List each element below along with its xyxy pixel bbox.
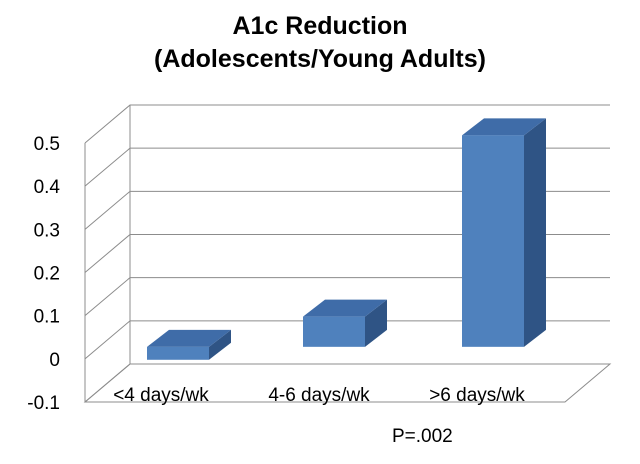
gridline: [84, 363, 610, 403]
y-tick-label: -0.1: [27, 393, 60, 414]
chart-title-line-2: (Adolescents/Young Adults): [154, 45, 486, 73]
y-axis-tick-labels: -0.1 0 0.1 0.2 0.3 0.4 0.5: [27, 134, 60, 414]
bar-1: [147, 329, 231, 360]
gridline: [84, 147, 610, 187]
gridline: [84, 190, 610, 230]
gridline: [84, 234, 610, 273]
gridline: [84, 104, 610, 144]
y-tick-label: 0.2: [34, 264, 60, 285]
y-tick-label: 0.4: [34, 177, 61, 198]
category-label: 4-6 days/wk: [268, 385, 370, 406]
chart-title: A1c Reduction (Adolescents/Young Adults): [0, 10, 640, 76]
category-label: <4 days/wk: [113, 385, 209, 406]
y-tick-label: 0.5: [34, 134, 60, 155]
bars: [147, 118, 546, 360]
y-tick-label: 0.3: [34, 220, 60, 241]
gridline: [84, 320, 610, 360]
category-labels: <4 days/wk 4-6 days/wk >6 days/wk: [113, 385, 525, 406]
bar-3: [462, 118, 546, 347]
chart-title-line-1: A1c Reduction: [232, 12, 408, 40]
y-tick-label: 0.1: [34, 307, 60, 328]
y-tick-label: 0: [49, 350, 60, 371]
category-label: >6 days/wk: [429, 385, 525, 406]
p-value-annotation: P=.002: [392, 426, 453, 447]
gridlines: [84, 104, 610, 403]
bar-2: [303, 299, 387, 347]
gridline: [84, 277, 610, 317]
